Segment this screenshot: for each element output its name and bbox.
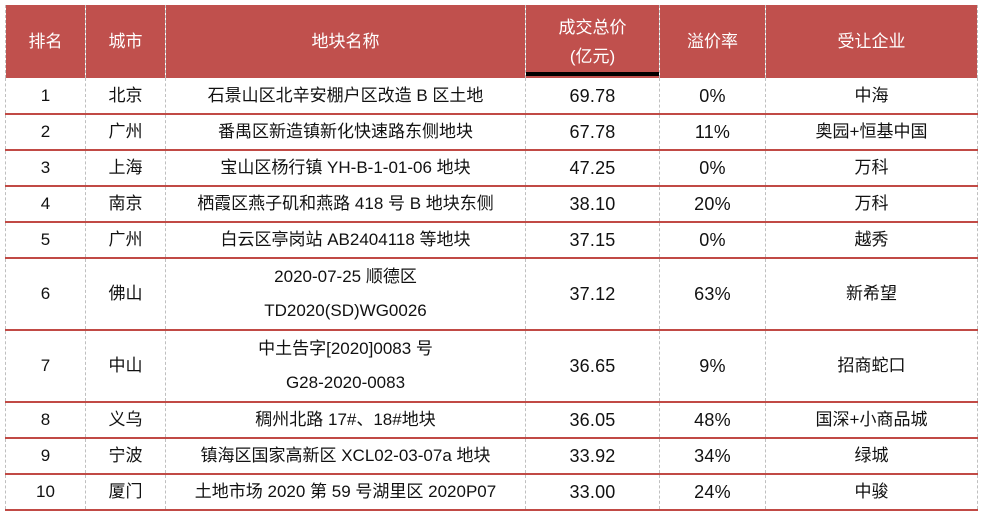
- cell-name: 土地市场 2020 第 59 号湖里区 2020P07: [165, 474, 526, 510]
- table-row: 3 上海 宝山区杨行镇 YH-B-1-01-06 地块 47.25 0% 万科: [5, 150, 978, 186]
- cell-price: 36.65: [525, 330, 660, 402]
- land-deals-table-container: 排名 城市 地块名称 成交总价 (亿元) 溢价率 受让企业 1 北京 石景山区北…: [5, 5, 978, 511]
- cell-city: 义乌: [85, 402, 166, 438]
- cell-city: 北京: [85, 78, 166, 114]
- cell-premium: 24%: [659, 474, 766, 510]
- table-row: 5 广州 白云区亭岗站 AB2404118 等地块 37.15 0% 越秀: [5, 222, 978, 258]
- cell-price: 67.78: [525, 114, 660, 150]
- table-row: 1 北京 石景山区北辛安棚户区改造 B 区土地 69.78 0% 中海: [5, 78, 978, 114]
- cell-rank: 5: [5, 222, 86, 258]
- cell-rank: 6: [5, 258, 86, 330]
- cell-name: 栖霞区燕子矶和燕路 418 号 B 地块东侧: [165, 186, 526, 222]
- cell-premium: 48%: [659, 402, 766, 438]
- cell-city: 中山: [85, 330, 166, 402]
- cell-name: 白云区亭岗站 AB2404118 等地块: [165, 222, 526, 258]
- cell-buyer: 中海: [854, 85, 889, 105]
- price-header-underline: [526, 72, 659, 76]
- cell-city: 佛山: [85, 258, 166, 330]
- cell-name: 镇海区国家高新区 XCL02-03-07a 地块: [165, 438, 526, 474]
- cell-rank: 3: [5, 150, 86, 186]
- cell-price: 36.05: [525, 402, 660, 438]
- cell-buyer: 万科: [854, 158, 889, 177]
- cell-buyer: 国深+小商品城: [815, 410, 928, 429]
- cell-price: 33.92: [525, 438, 660, 474]
- cell-price: 38.10: [525, 186, 660, 222]
- land-deals-table: 排名 城市 地块名称 成交总价 (亿元) 溢价率 受让企业 1 北京 石景山区北…: [5, 5, 978, 511]
- cell-premium: 0%: [659, 150, 766, 186]
- cell-name: 番禺区新造镇新化快速路东侧地块: [165, 114, 526, 150]
- header-cell-rank: 排名: [5, 5, 86, 78]
- cell-price: 37.12: [525, 258, 660, 330]
- table-row: 4 南京 栖霞区燕子矶和燕路 418 号 B 地块东侧 38.10 20% 万科: [5, 186, 978, 222]
- cell-city: 南京: [85, 186, 166, 222]
- cell-city: 广州: [85, 114, 166, 150]
- cell-rank: 2: [5, 114, 86, 150]
- cell-rank: 1: [5, 78, 86, 114]
- header-cell-buyer: 受让企业: [765, 5, 978, 78]
- cell-name: 中土告字[2020]0083 号 G28-2020-0083: [165, 330, 526, 402]
- cell-name: 宝山区杨行镇 YH-B-1-01-06 地块: [165, 150, 526, 186]
- cell-buyer: 新希望: [846, 284, 897, 303]
- cell-name: 稠州北路 17#、18#地块: [165, 402, 526, 438]
- table-row: 6 佛山 2020-07-25 顺德区 TD2020(SD)WG0026 37.…: [5, 258, 978, 330]
- cell-city: 厦门: [85, 474, 166, 510]
- cell-city: 广州: [85, 222, 166, 258]
- cell-rank: 10: [5, 474, 86, 510]
- cell-premium: 0%: [659, 222, 766, 258]
- cell-buyer: 奥园+恒基中国: [815, 122, 928, 141]
- cell-name: 2020-07-25 顺德区 TD2020(SD)WG0026: [165, 258, 526, 330]
- cell-premium: 0%: [659, 78, 766, 114]
- table-row: 8 义乌 稠州北路 17#、18#地块 36.05 48% 国深+小商品城: [5, 402, 978, 438]
- header-cell-city: 城市: [85, 5, 166, 78]
- cell-rank: 9: [5, 438, 86, 474]
- cell-rank: 4: [5, 186, 86, 222]
- cell-premium: 9%: [659, 330, 766, 402]
- cell-premium: 11%: [659, 114, 766, 150]
- cell-price: 69.78: [525, 78, 660, 114]
- table-row: 10 厦门 土地市场 2020 第 59 号湖里区 2020P07 33.00 …: [5, 474, 978, 510]
- cell-rank: 8: [5, 402, 86, 438]
- cell-buyer: 越秀: [854, 230, 889, 249]
- header-cell-price: 成交总价 (亿元): [525, 5, 660, 78]
- cell-price: 47.25: [525, 150, 660, 186]
- cell-premium: 34%: [659, 438, 766, 474]
- header-cell-premium: 溢价率: [659, 5, 766, 78]
- cell-buyer: 中骏: [854, 482, 889, 501]
- header-cell-name: 地块名称: [165, 5, 526, 78]
- cell-city: 宁波: [85, 438, 166, 474]
- cell-rank: 7: [5, 330, 86, 402]
- cell-city: 上海: [85, 150, 166, 186]
- cell-buyer: 万科: [854, 194, 889, 213]
- table-row: 9 宁波 镇海区国家高新区 XCL02-03-07a 地块 33.92 34% …: [5, 438, 978, 474]
- cell-price: 37.15: [525, 222, 660, 258]
- cell-name: 石景山区北辛安棚户区改造 B 区土地: [165, 78, 526, 114]
- cell-buyer: 招商蛇口: [837, 356, 906, 375]
- cell-premium: 63%: [659, 258, 766, 330]
- cell-buyer: 绿城: [854, 446, 889, 465]
- table-row: 7 中山 中土告字[2020]0083 号 G28-2020-0083 36.6…: [5, 330, 978, 402]
- header-price-label: 成交总价 (亿元): [558, 17, 627, 66]
- cell-premium: 20%: [659, 186, 766, 222]
- cell-price: 33.00: [525, 474, 660, 510]
- table-row: 2 广州 番禺区新造镇新化快速路东侧地块 67.78 11% 奥园+恒基中国: [5, 114, 978, 150]
- header-row: 排名 城市 地块名称 成交总价 (亿元) 溢价率 受让企业: [5, 5, 978, 78]
